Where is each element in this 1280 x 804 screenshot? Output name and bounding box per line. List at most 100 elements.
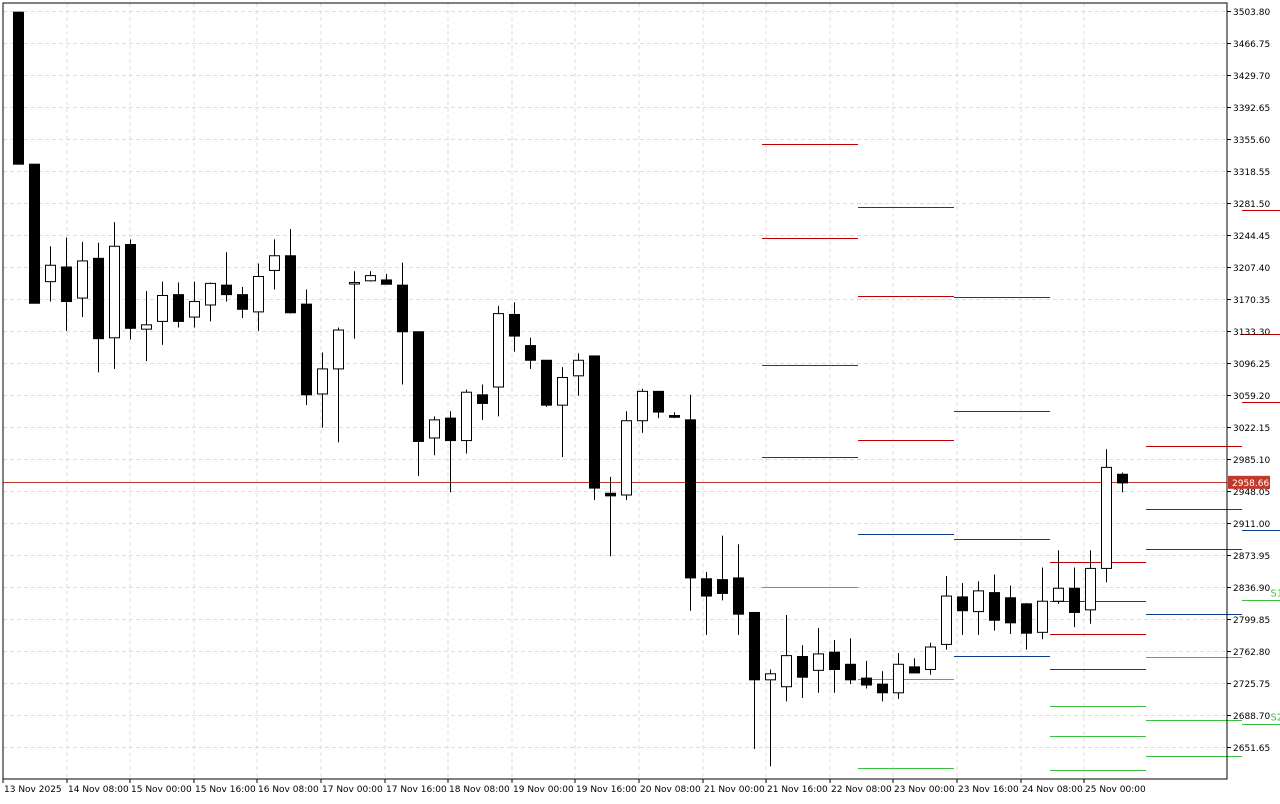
candle-body [797, 656, 808, 678]
candle-body [1037, 600, 1048, 633]
candle [957, 583, 968, 635]
candle-body [973, 590, 984, 613]
y-tick-label: 2651.65 [1233, 744, 1270, 754]
y-tick-label: 3059.20 [1233, 392, 1270, 402]
y-tick-label: 3207.40 [1233, 264, 1270, 274]
time-axis[interactable]: 13 Nov 2025 14 Nov 08:00 15 Nov 00:00 15 No… [2, 779, 1146, 795]
y-tick-label: 2688.70 [1233, 712, 1270, 722]
candle [941, 576, 952, 650]
candle [269, 239, 280, 290]
candle-body [1085, 567, 1096, 611]
candle [477, 384, 488, 420]
candle [685, 394, 696, 611]
candle [157, 281, 168, 345]
candle-body [93, 257, 104, 340]
candle-body [541, 359, 552, 406]
candle [973, 581, 984, 635]
y-tick-label: 3096.25 [1233, 360, 1270, 370]
candle-body [685, 419, 696, 579]
candle-body [461, 391, 472, 442]
candle [221, 252, 232, 302]
y-tick-label: 3133.30 [1233, 328, 1270, 338]
candle-body [989, 592, 1000, 621]
candle [1069, 567, 1080, 628]
y-tick-label: 3466.75 [1233, 40, 1270, 50]
x-tick-label: 17 Nov 00:00 [322, 785, 383, 795]
x-tick-label: 19 Nov 00:00 [513, 785, 574, 795]
candle [45, 246, 56, 302]
candle-body [893, 663, 904, 694]
candle [413, 331, 424, 476]
y-tick-label: 3429.70 [1233, 72, 1270, 82]
candle-body [765, 673, 776, 681]
candle [317, 352, 328, 428]
y-tick-label: 3022.15 [1233, 424, 1270, 434]
candle [1085, 550, 1096, 624]
x-tick-label: 17 Nov 16:00 [386, 785, 447, 795]
x-tick-label: 23 Nov 16:00 [958, 785, 1019, 795]
candle [589, 355, 600, 501]
candle-body [829, 651, 840, 670]
y-tick-label: 2762.80 [1233, 648, 1270, 658]
candle-body [813, 653, 824, 671]
candle-body [733, 577, 744, 615]
candle [637, 388, 648, 433]
candle [93, 242, 104, 373]
candle [541, 359, 552, 407]
candle [653, 390, 664, 419]
candle-body [717, 579, 728, 594]
candle-body [237, 294, 248, 310]
candle-body [109, 245, 120, 339]
y-tick-label: 3318.55 [1233, 168, 1270, 178]
candle-body [13, 11, 24, 165]
candle [893, 653, 904, 699]
x-tick-label: 21 Nov 16:00 [767, 785, 828, 795]
candle-body [941, 595, 952, 645]
candle-body [509, 313, 520, 337]
candle-body [781, 655, 792, 688]
candle [77, 241, 88, 318]
candle-body [29, 163, 40, 304]
pivot-level-label: S1 Buy Limit [1271, 589, 1280, 600]
candle [701, 571, 712, 635]
candle-body [845, 663, 856, 681]
candle-body [301, 303, 312, 396]
candle-body [493, 313, 504, 388]
x-tick-label: 19 Nov 16:00 [576, 785, 637, 795]
candle [1101, 449, 1112, 583]
x-tick-label: 23 Nov 00:00 [894, 785, 955, 795]
candle [829, 640, 840, 693]
candle [253, 263, 264, 331]
candle-body [125, 244, 136, 329]
candle [461, 389, 472, 454]
candle-body [1021, 603, 1032, 634]
candle [525, 337, 536, 369]
x-tick-label: 14 Nov 08:00 [68, 785, 129, 795]
candle [557, 367, 568, 457]
candle-body [285, 255, 296, 314]
candle [397, 262, 408, 385]
candle-body [397, 284, 408, 333]
y-tick-label: 2799.85 [1233, 616, 1270, 626]
candle [845, 638, 856, 685]
x-tick-label: 21 Nov 00:00 [704, 785, 765, 795]
candle-body [221, 284, 232, 296]
candle [333, 327, 344, 443]
candle [1053, 550, 1064, 604]
candle [765, 669, 776, 767]
candle-body [349, 282, 360, 285]
candle [605, 476, 616, 557]
candle [381, 273, 392, 285]
candle [189, 281, 200, 328]
y-tick-label: 3244.45 [1233, 232, 1270, 242]
candle-body [413, 331, 424, 442]
candle-body [701, 578, 712, 597]
candle-body [253, 275, 264, 313]
price-axis[interactable]: 3503.80 3466.75 3429.70 3392.65 3355.60 3318.… [1227, 8, 1270, 754]
y-tick-label: 2725.75 [1233, 680, 1270, 690]
candle [509, 302, 520, 352]
y-tick-label: 3392.65 [1233, 104, 1270, 114]
candle-body [173, 294, 184, 322]
